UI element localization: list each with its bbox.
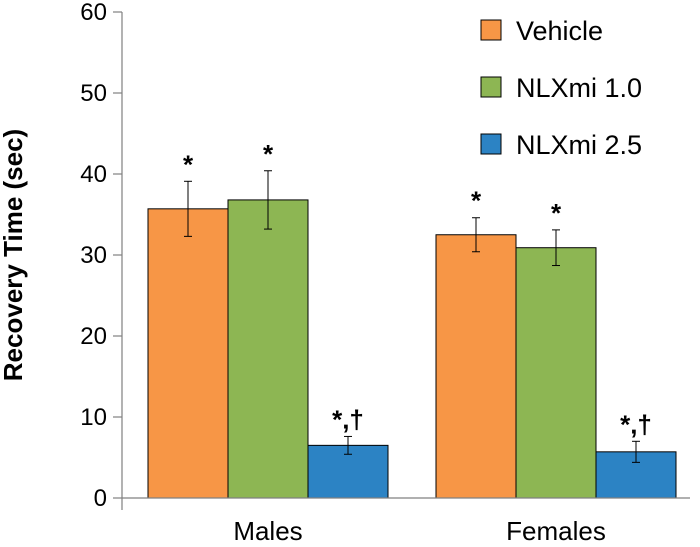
y-tick-label: 20 [80, 323, 107, 350]
y-tick-label: 40 [80, 161, 107, 188]
y-tick-label: 0 [94, 485, 107, 512]
x-category-label: Males [233, 516, 302, 546]
legend-label: Vehicle [516, 16, 603, 46]
significance-label: *,† [620, 409, 652, 439]
x-category-label: Females [506, 516, 606, 546]
bar [147, 208, 229, 499]
legend-swatch [480, 76, 502, 98]
legend-label: NLXmi 1.0 [516, 73, 642, 103]
significance-label: *,† [332, 404, 364, 434]
y-tick-label: 30 [80, 242, 107, 269]
legend-swatch [480, 133, 502, 155]
y-tick-label: 10 [80, 404, 107, 431]
y-tick-label: 50 [80, 80, 107, 107]
y-axis-title: Recovery Time (sec) [0, 129, 28, 381]
bar [515, 247, 597, 499]
significance-label: * [551, 198, 562, 228]
significance-label: * [183, 149, 194, 179]
legend-swatch [480, 19, 502, 41]
significance-label: * [263, 139, 274, 169]
plot-area: 0 10 20 30 40 50 60 * * * * *,† *,† Males Females [80, 0, 690, 546]
bar [227, 199, 309, 499]
legend-label: NLXmi 2.5 [516, 130, 642, 160]
legend: Vehicle NLXmi 1.0 NLXmi 2.5 [480, 16, 642, 160]
significance-label: * [471, 186, 482, 216]
y-tick-label: 60 [80, 0, 107, 26]
bar [435, 234, 517, 499]
